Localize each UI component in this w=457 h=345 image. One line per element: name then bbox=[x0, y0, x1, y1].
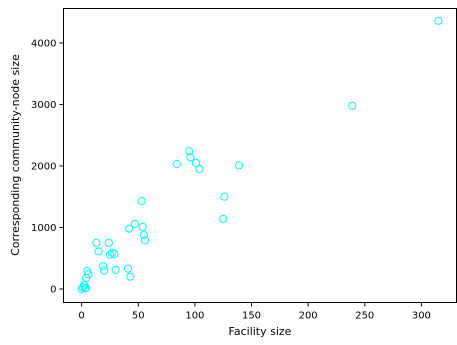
x-tick-label: 50 bbox=[132, 311, 145, 322]
x-tick-label: 0 bbox=[78, 311, 84, 322]
data-point bbox=[139, 230, 149, 239]
data-points bbox=[77, 16, 443, 294]
data-point bbox=[219, 214, 228, 223]
data-point bbox=[100, 266, 109, 275]
y-tick-label: 1000 bbox=[31, 223, 56, 234]
data-point bbox=[185, 147, 194, 156]
x-tick-label: 150 bbox=[242, 311, 261, 322]
x-tick-label: 300 bbox=[412, 311, 431, 322]
data-point bbox=[172, 160, 181, 169]
y-tick-label: 2000 bbox=[31, 161, 56, 172]
data-point bbox=[186, 153, 195, 162]
data-point bbox=[82, 283, 91, 292]
data-point bbox=[78, 283, 87, 292]
data-point bbox=[220, 192, 229, 201]
x-axis-ticks: 0 50 100 150 200 250 300 bbox=[78, 302, 431, 322]
y-tick-label: 0 bbox=[50, 284, 56, 295]
data-point bbox=[140, 236, 150, 245]
data-point bbox=[108, 248, 117, 257]
data-point bbox=[138, 222, 147, 231]
data-point bbox=[195, 164, 204, 174]
y-axis-ticks: 0 1000 2000 3000 4000 bbox=[31, 38, 64, 295]
data-point bbox=[348, 101, 357, 110]
data-point bbox=[84, 270, 93, 279]
data-point bbox=[137, 196, 146, 206]
data-point bbox=[123, 264, 133, 273]
x-axis-label: Facility size bbox=[229, 325, 292, 338]
x-tick-label: 200 bbox=[299, 311, 318, 322]
y-axis-label: Corresponding community-node size bbox=[9, 54, 22, 256]
data-point bbox=[191, 158, 201, 167]
y-tick-label: 3000 bbox=[31, 100, 56, 111]
x-tick-label: 100 bbox=[185, 311, 204, 322]
data-point bbox=[92, 238, 101, 247]
plot-area-frame bbox=[63, 8, 457, 303]
data-point bbox=[126, 272, 135, 281]
data-point bbox=[125, 224, 134, 233]
data-point bbox=[99, 262, 108, 271]
y-tick-label: 4000 bbox=[31, 38, 56, 49]
data-point bbox=[104, 238, 113, 247]
data-point bbox=[130, 219, 139, 228]
data-point bbox=[94, 247, 103, 256]
data-point bbox=[105, 250, 115, 259]
x-tick-label: 250 bbox=[355, 311, 374, 322]
data-point bbox=[111, 265, 120, 275]
data-point bbox=[434, 16, 443, 25]
data-point bbox=[110, 249, 119, 259]
data-point bbox=[234, 161, 244, 170]
